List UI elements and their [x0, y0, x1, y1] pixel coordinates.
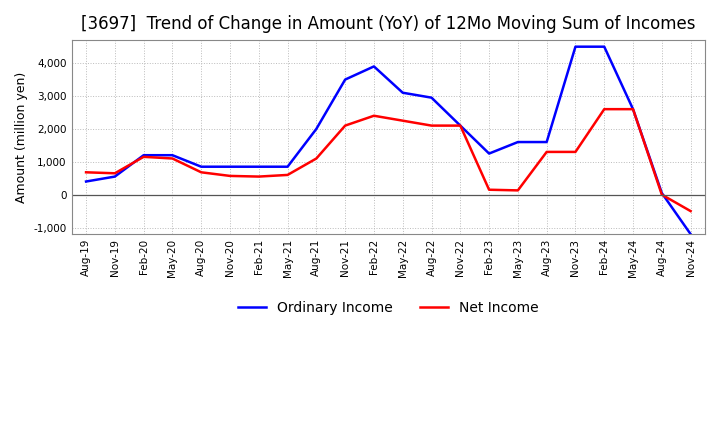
Ordinary Income	[369, 64, 378, 69]
Net Income	[312, 156, 320, 161]
Ordinary Income	[312, 126, 320, 132]
Net Income	[111, 171, 120, 176]
Ordinary Income	[82, 179, 91, 184]
Ordinary Income	[197, 164, 205, 169]
Net Income	[225, 173, 234, 179]
Net Income	[168, 156, 176, 161]
Ordinary Income	[513, 139, 522, 145]
Ordinary Income	[571, 44, 580, 49]
Net Income	[600, 106, 608, 112]
Legend: Ordinary Income, Net Income: Ordinary Income, Net Income	[233, 295, 544, 320]
Net Income	[254, 174, 263, 179]
Ordinary Income	[139, 153, 148, 158]
Line: Ordinary Income: Ordinary Income	[86, 47, 690, 234]
Ordinary Income	[427, 95, 436, 100]
Net Income	[485, 187, 493, 192]
Ordinary Income	[542, 139, 551, 145]
Net Income	[629, 106, 637, 112]
Net Income	[197, 170, 205, 175]
Ordinary Income	[456, 123, 464, 128]
Ordinary Income	[254, 164, 263, 169]
Net Income	[513, 188, 522, 193]
Net Income	[427, 123, 436, 128]
Ordinary Income	[283, 164, 292, 169]
Net Income	[542, 149, 551, 154]
Net Income	[686, 209, 695, 214]
Ordinary Income	[629, 106, 637, 112]
Net Income	[369, 113, 378, 118]
Ordinary Income	[111, 174, 120, 179]
Ordinary Income	[341, 77, 349, 82]
Ordinary Income	[657, 191, 666, 196]
Net Income	[82, 170, 91, 175]
Ordinary Income	[686, 231, 695, 237]
Net Income	[571, 149, 580, 154]
Net Income	[139, 154, 148, 159]
Ordinary Income	[225, 164, 234, 169]
Ordinary Income	[485, 151, 493, 156]
Net Income	[456, 123, 464, 128]
Net Income	[657, 192, 666, 197]
Ordinary Income	[168, 153, 176, 158]
Ordinary Income	[398, 90, 407, 95]
Title: [3697]  Trend of Change in Amount (YoY) of 12Mo Moving Sum of Incomes: [3697] Trend of Change in Amount (YoY) o…	[81, 15, 696, 33]
Line: Net Income: Net Income	[86, 109, 690, 211]
Net Income	[283, 172, 292, 178]
Net Income	[341, 123, 349, 128]
Y-axis label: Amount (million yen): Amount (million yen)	[15, 71, 28, 203]
Net Income	[398, 118, 407, 123]
Ordinary Income	[600, 44, 608, 49]
